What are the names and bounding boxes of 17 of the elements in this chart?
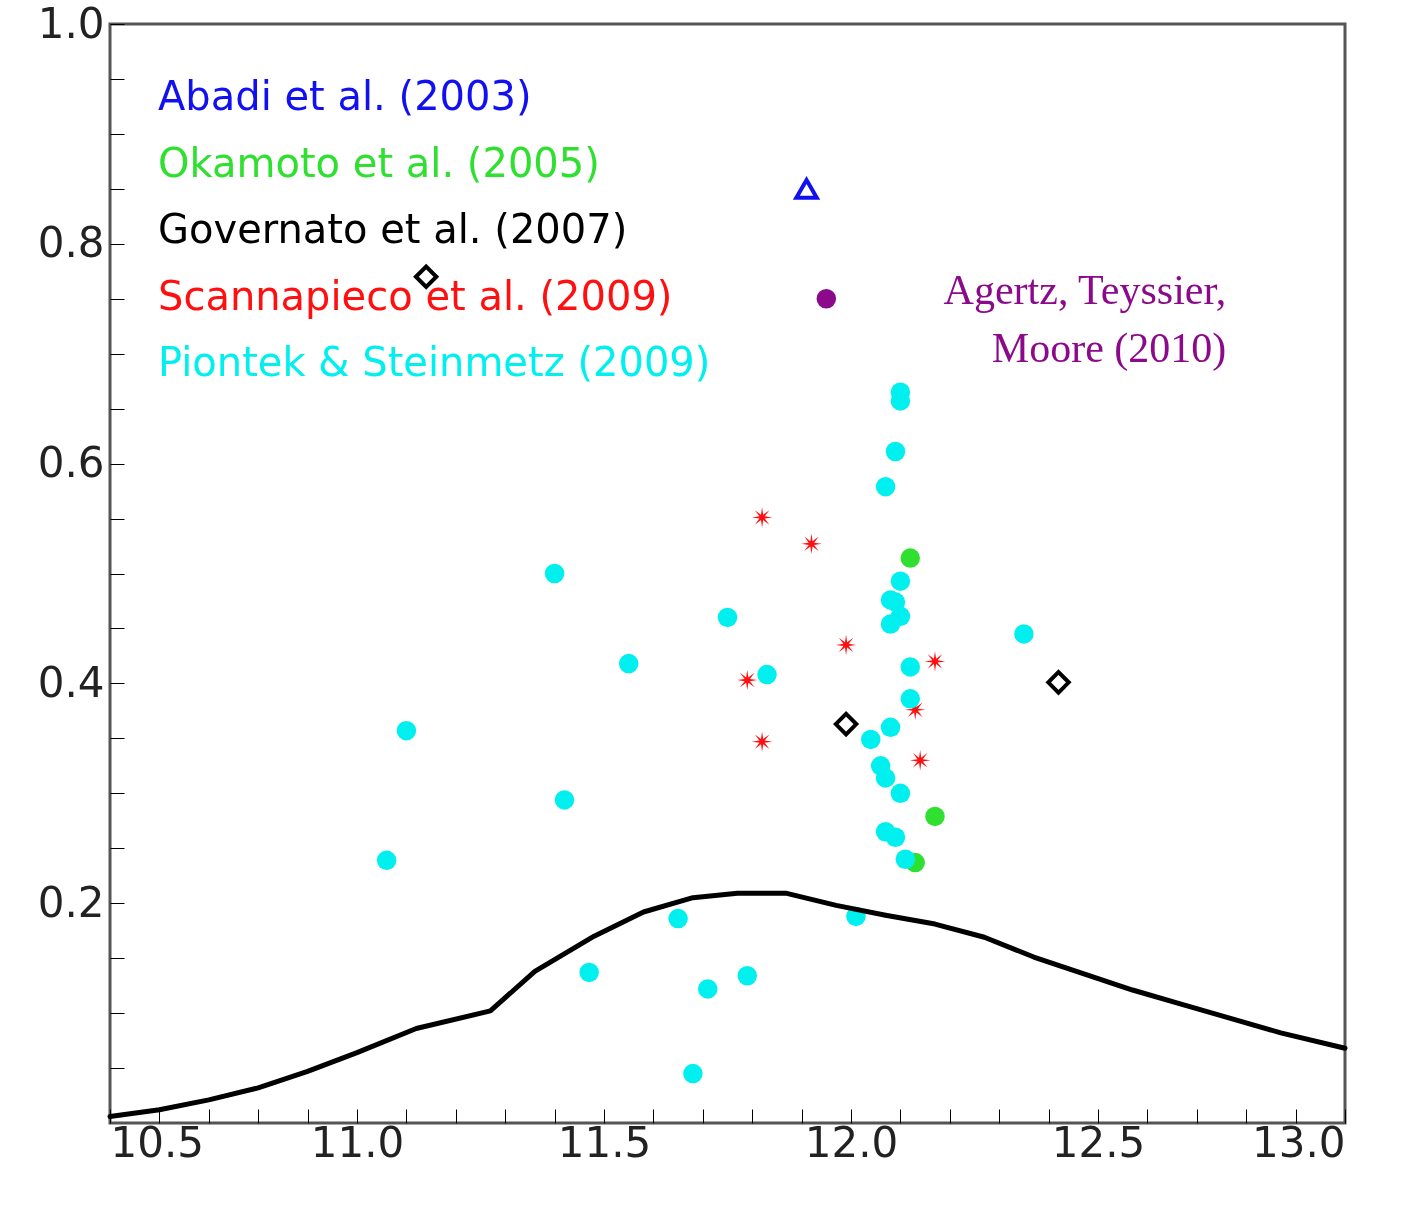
y-tick-label: 1.0 bbox=[37, 0, 105, 48]
text: Abadi et al. (2003) bbox=[158, 73, 532, 119]
y-tick-label: 0.2 bbox=[37, 877, 105, 927]
x-tick-label: 11.5 bbox=[557, 1117, 652, 1167]
series-label: Governato et al. (2007) bbox=[158, 206, 628, 252]
x-tick-label: 10.5 bbox=[110, 1117, 205, 1167]
y-tick-label: 0.6 bbox=[37, 438, 105, 488]
text: Piontek & Steinmetz (2009) bbox=[158, 339, 711, 385]
y-tick-label: 0.8 bbox=[37, 218, 105, 268]
x-tick-label: 13.0 bbox=[1251, 1117, 1346, 1167]
annotation: Agertz, Teyssier, Moore (2010) bbox=[943, 266, 1227, 372]
x-tick-label: 12.0 bbox=[804, 1117, 899, 1167]
x-tick-label: 12.5 bbox=[1051, 1117, 1146, 1167]
text: Scannapieco et al. (2009) bbox=[158, 272, 673, 319]
text: Okamoto et al. (2005) bbox=[158, 139, 600, 186]
y-tick-label: 0.4 bbox=[37, 657, 105, 707]
x-tick-label: 11.0 bbox=[310, 1117, 405, 1167]
